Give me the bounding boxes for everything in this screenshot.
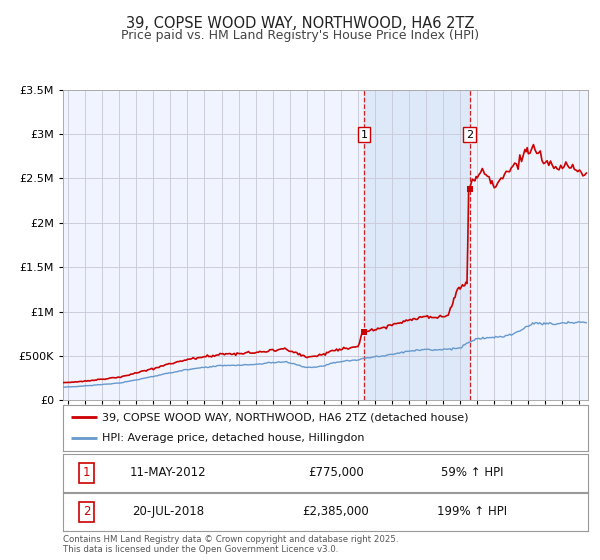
Text: 1: 1 — [361, 130, 368, 139]
Text: £775,000: £775,000 — [308, 466, 364, 479]
Text: 39, COPSE WOOD WAY, NORTHWOOD, HA6 2TZ (detached house): 39, COPSE WOOD WAY, NORTHWOOD, HA6 2TZ (… — [103, 412, 469, 422]
Text: 11-MAY-2012: 11-MAY-2012 — [130, 466, 206, 479]
Text: Price paid vs. HM Land Registry's House Price Index (HPI): Price paid vs. HM Land Registry's House … — [121, 29, 479, 42]
Text: 20-JUL-2018: 20-JUL-2018 — [132, 505, 204, 519]
Text: 59% ↑ HPI: 59% ↑ HPI — [441, 466, 504, 479]
Text: 39, COPSE WOOD WAY, NORTHWOOD, HA6 2TZ: 39, COPSE WOOD WAY, NORTHWOOD, HA6 2TZ — [126, 16, 474, 31]
Text: 2: 2 — [83, 505, 91, 519]
Text: Contains HM Land Registry data © Crown copyright and database right 2025.
This d: Contains HM Land Registry data © Crown c… — [63, 535, 398, 554]
Text: 2: 2 — [466, 130, 473, 139]
Bar — [364, 90, 470, 400]
Text: £2,385,000: £2,385,000 — [302, 505, 370, 519]
Text: 199% ↑ HPI: 199% ↑ HPI — [437, 505, 508, 519]
Text: HPI: Average price, detached house, Hillingdon: HPI: Average price, detached house, Hill… — [103, 433, 365, 444]
Text: 1: 1 — [83, 466, 91, 479]
